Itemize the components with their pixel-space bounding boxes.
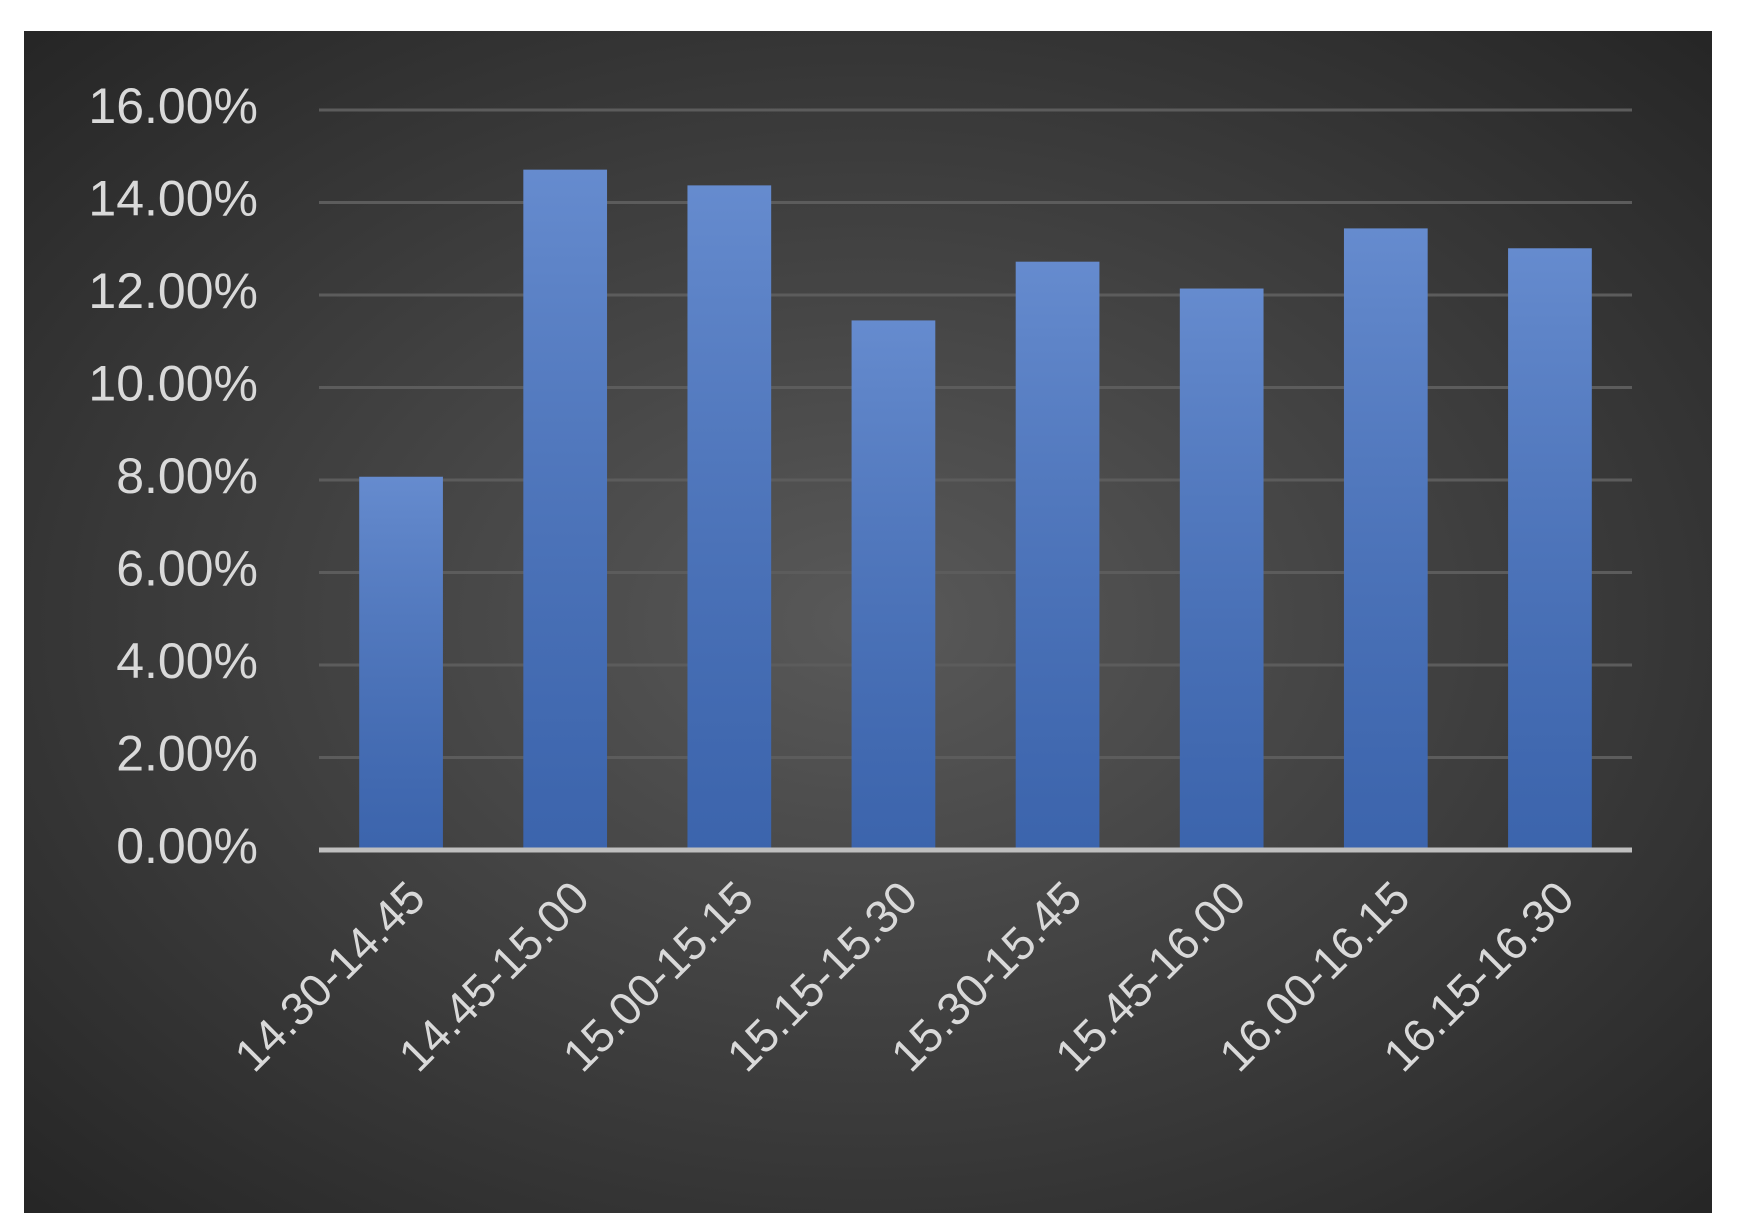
bar	[1508, 248, 1592, 851]
y-tick-label: 8.00%	[116, 448, 258, 504]
y-tick-label: 10.00%	[88, 356, 258, 412]
y-tick-label: 6.00%	[116, 541, 258, 597]
y-tick-label: 16.00%	[88, 78, 258, 134]
bar	[523, 169, 608, 851]
bar	[687, 185, 772, 850]
bar	[359, 476, 443, 850]
bar	[1015, 261, 1100, 850]
y-tick-label: 12.00%	[88, 263, 258, 319]
y-tick-label: 0.00%	[116, 818, 258, 874]
bar	[851, 320, 936, 850]
y-tick-label: 4.00%	[116, 633, 258, 689]
bar	[1343, 228, 1428, 850]
y-tick-label: 14.00%	[88, 171, 258, 227]
bar	[1179, 288, 1264, 850]
y-tick-label: 2.00%	[116, 726, 258, 782]
